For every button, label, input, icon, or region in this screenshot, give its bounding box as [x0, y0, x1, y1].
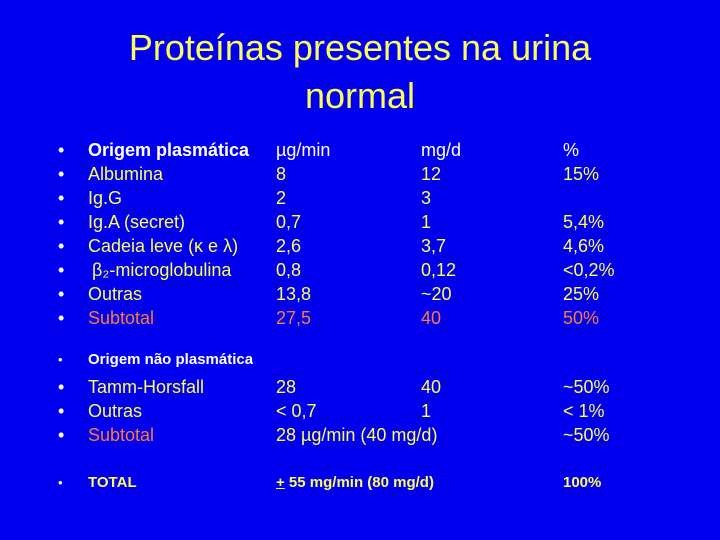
title-line-2: normal — [304, 75, 416, 116]
table-row: • Ig.G 2 3 — [0, 186, 720, 210]
subtotal-row: • Subtotal 28 µg/min (40 mg/d) ~50% — [0, 423, 720, 447]
bullet: • — [58, 212, 65, 232]
row-mg: 3,7 — [421, 236, 447, 256]
header-mg-per-day: mg/d — [421, 140, 462, 160]
row-ug: 28 µg/min (40 mg/d) — [276, 425, 438, 445]
row-pct: 50% — [563, 308, 600, 328]
row-ug: 28 — [276, 377, 297, 397]
table-row: • Outras 13,8 ~20 25% — [0, 282, 720, 306]
row-label: Subtotal — [88, 425, 155, 445]
table-row: • Ig.A (secret) 0,7 1 5,4% — [0, 210, 720, 234]
row-mg: 40 — [421, 377, 442, 397]
bullet: • — [58, 425, 65, 445]
plasma-header-row: • Origem plasmática µg/min mg/d % — [0, 138, 720, 162]
row-label: Ig.A (secret) — [88, 212, 186, 232]
row-mg: 1 — [421, 401, 432, 421]
table-row: • β₂-microglobulina 0,8 0,12 <0,2% — [0, 258, 720, 282]
row-pct: ~50% — [563, 377, 610, 397]
bullet: • — [58, 236, 65, 256]
row-label: Ig.G — [88, 188, 123, 208]
row-ug: < 0,7 — [276, 401, 317, 421]
row-pct: 5,4% — [563, 212, 605, 232]
header-ug-per-min: µg/min — [276, 140, 331, 160]
total-label: TOTAL — [88, 474, 137, 491]
row-label: Outras — [88, 284, 143, 304]
row-mg: 1 — [421, 212, 432, 232]
row-pct: 15% — [563, 164, 600, 184]
row-label: β₂-microglobulina — [92, 260, 232, 280]
row-ug: 0,7 — [276, 212, 302, 232]
subtotal-row: • Subtotal 27,5 40 50% — [0, 306, 720, 330]
row-label: Cadeia leve (κ e λ) — [88, 236, 239, 256]
bullet: • — [58, 475, 63, 490]
row-pct: < 1% — [563, 401, 605, 421]
total-pct: 100% — [563, 474, 602, 491]
bullet: • — [58, 308, 65, 328]
row-mg: 3 — [421, 188, 432, 208]
row-ug: 8 — [276, 164, 287, 184]
total-value: + 55 mg/min (80 mg/d) — [276, 471, 434, 495]
slide-title: Proteínas presentes na urina normal — [0, 24, 720, 120]
row-label: Subtotal — [88, 308, 155, 328]
bullet: • — [58, 164, 65, 184]
total-row: • TOTAL + 55 mg/min (80 mg/d) 100% — [0, 471, 720, 495]
row-pct: 4,6% — [563, 236, 605, 256]
row-ug: 27,5 — [276, 308, 312, 328]
row-ug: 0,8 — [276, 260, 302, 280]
row-ug: 2 — [276, 188, 287, 208]
total-value-text: 55 mg/min (80 mg/d) — [284, 474, 434, 491]
row-ug: 13,8 — [276, 284, 312, 304]
row-mg: ~20 — [421, 284, 452, 304]
row-pct: 25% — [563, 284, 600, 304]
row-ug: 2,6 — [276, 236, 302, 256]
nonplasma-header-label: Origem não plasmática — [88, 351, 254, 368]
row-pct: ~50% — [563, 425, 610, 445]
bullet: • — [58, 401, 65, 421]
table-row: • Outras < 0,7 1 < 1% — [0, 399, 720, 423]
table-row: • Cadeia leve (κ e λ) 2,6 3,7 4,6% — [0, 234, 720, 258]
bullet: • — [58, 260, 65, 280]
row-label: Outras — [88, 401, 143, 421]
row-mg: 12 — [421, 164, 442, 184]
table-row: • Albumina 8 12 15% — [0, 162, 720, 186]
row-label: Tamm-Horsfall — [88, 377, 205, 397]
bullet: • — [58, 188, 65, 208]
row-mg: 40 — [421, 308, 442, 328]
title-line-1: Proteínas presentes na urina — [128, 27, 592, 68]
bullet: • — [58, 377, 65, 397]
bullet: • — [58, 284, 65, 304]
header-percent: % — [563, 140, 580, 160]
nonplasma-header-row: • Origem não plasmática — [0, 348, 720, 372]
bullet: • — [58, 140, 65, 160]
table-row: • Tamm-Horsfall 28 40 ~50% — [0, 375, 720, 399]
plasma-header-label: Origem plasmática — [88, 140, 250, 160]
row-label: Albumina — [88, 164, 164, 184]
row-pct: <0,2% — [563, 260, 615, 280]
bullet: • — [58, 352, 63, 367]
plus-minus-sign: + — [276, 474, 285, 491]
row-mg: 0,12 — [421, 260, 457, 280]
